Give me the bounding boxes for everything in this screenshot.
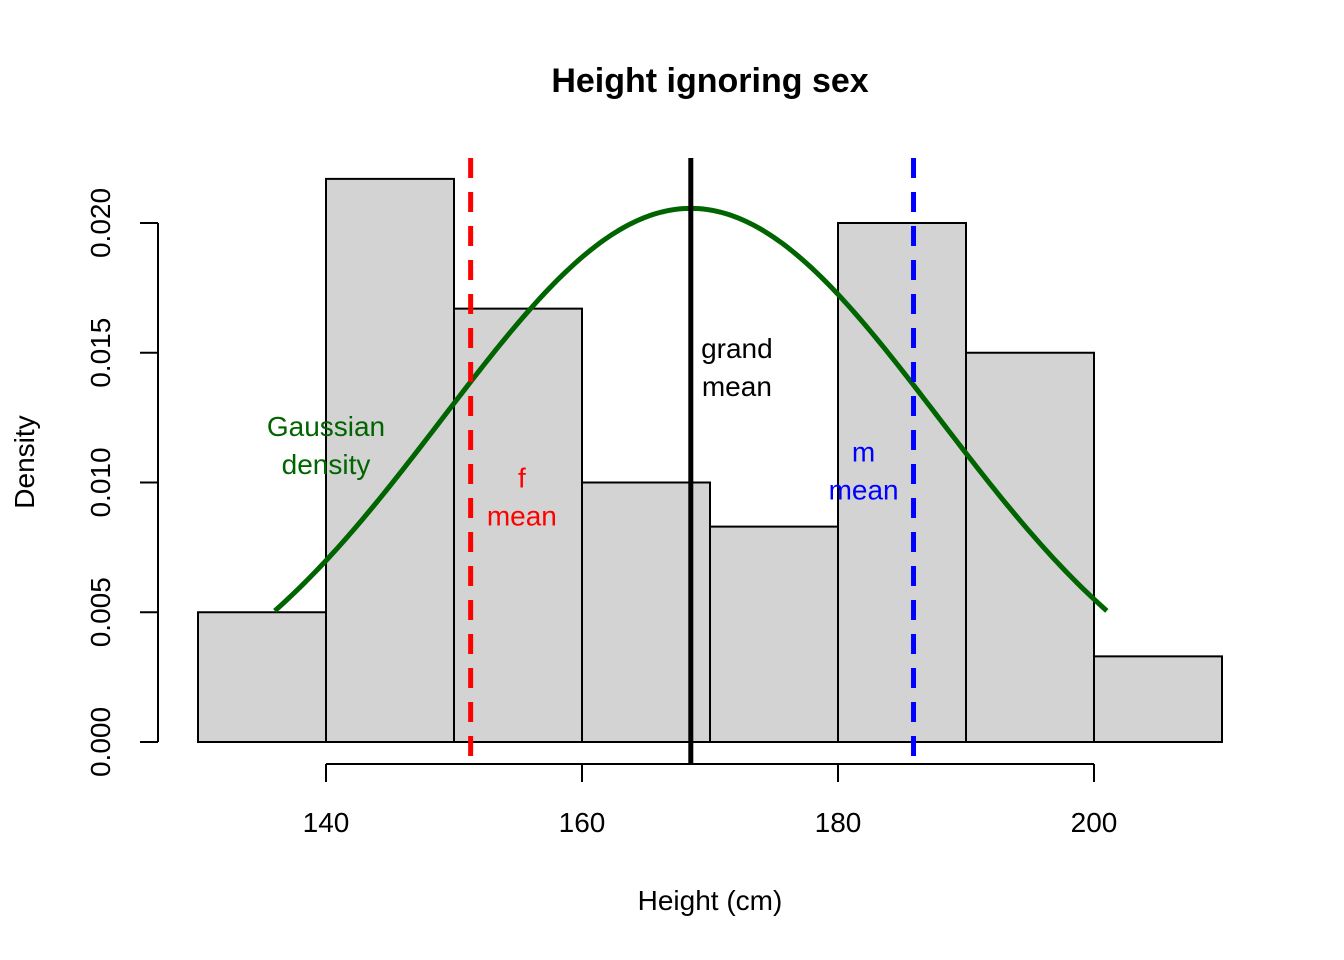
y-tick-label-2: 0.010 [85, 447, 116, 517]
y-axis: 0.000 0.005 0.010 0.015 0.020 [85, 188, 159, 777]
f-annotation-line-0: f [518, 463, 526, 494]
grand-annotation-line-0: grand [701, 333, 773, 364]
annotations: Gaussian density f mean grand mean m mean [267, 333, 899, 532]
histogram-bar-2 [453, 307, 583, 743]
y-tick-label-1: 0.005 [85, 577, 116, 647]
x-tick-label-1: 160 [559, 807, 606, 838]
gaussian-annotation: Gaussian density [267, 411, 385, 480]
y-axis-label: Density [9, 415, 40, 508]
y-tick-label-0: 0.000 [85, 707, 116, 777]
vertical-lines [468, 158, 917, 764]
gaussian-annotation-line-0: Gaussian [267, 411, 385, 442]
gaussian-annotation-line-1: density [282, 449, 371, 480]
y-tick-label-3: 0.015 [85, 318, 116, 388]
x-tick-label-0: 140 [303, 807, 350, 838]
x-tick-label-2: 180 [815, 807, 862, 838]
chart-title: Height ignoring sex [551, 62, 868, 100]
histogram-bar-0 [197, 611, 327, 743]
m-annotation: m mean [829, 437, 899, 506]
histogram-bar-4 [709, 525, 839, 743]
m-annotation-line-0: m [852, 437, 875, 468]
grand-annotation-line-1: mean [702, 371, 772, 402]
x-axis-label: Height (cm) [638, 885, 783, 916]
bars [197, 177, 1223, 743]
x-axis: 140 160 180 200 [303, 763, 1118, 838]
m-annotation-line-1: mean [829, 475, 899, 506]
histogram-bar-6 [965, 351, 1095, 743]
histogram-bar-5 [837, 222, 967, 743]
y-tick-label-4: 0.020 [85, 188, 116, 258]
histogram-bar-7 [1093, 655, 1223, 743]
f-annotation-line-1: mean [487, 501, 557, 532]
histogram-bar-1 [325, 177, 455, 743]
f-annotation: f mean [487, 463, 557, 532]
grand-annotation: grand mean [701, 333, 773, 402]
x-tick-label-3: 200 [1071, 807, 1118, 838]
